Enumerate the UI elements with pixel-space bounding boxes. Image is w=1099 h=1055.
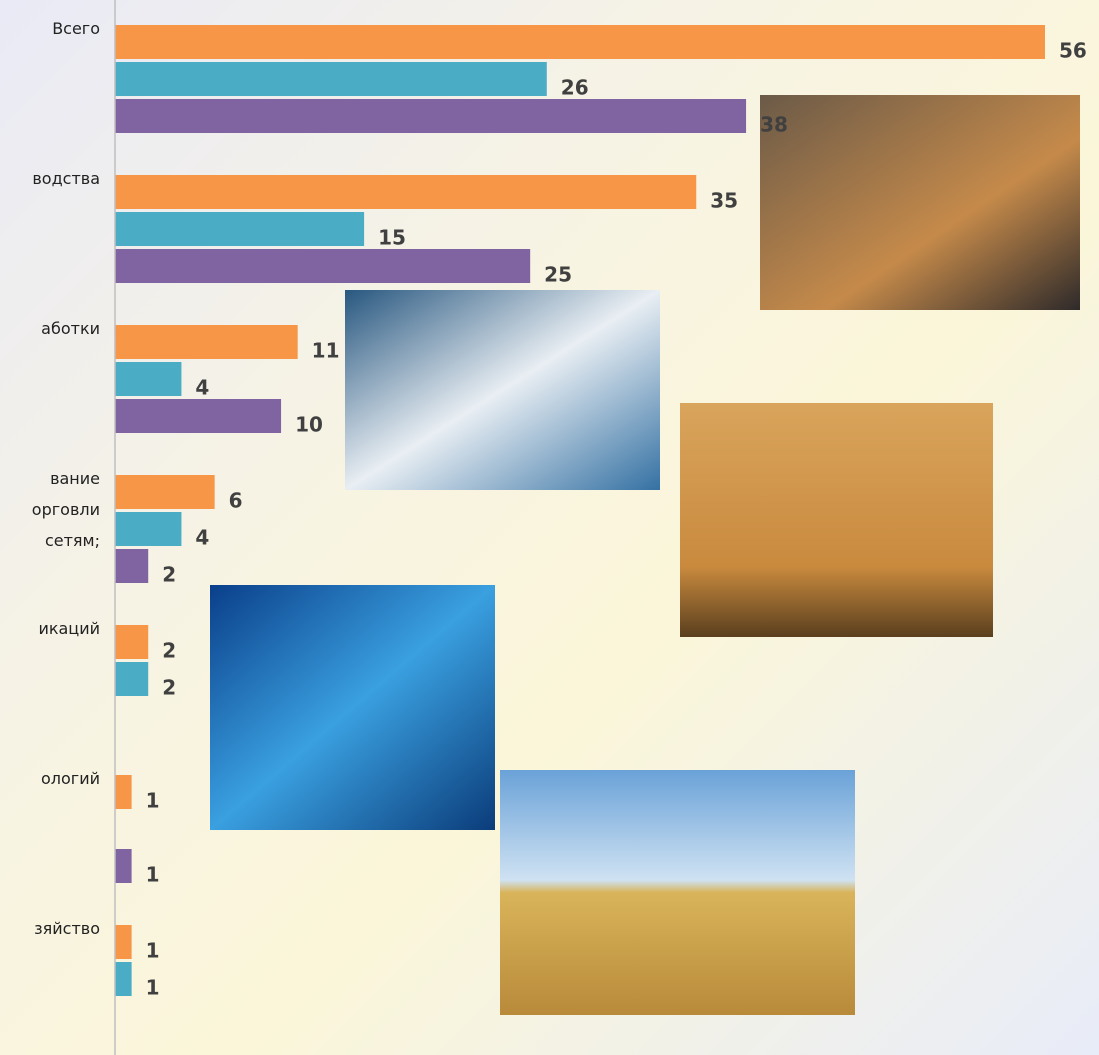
value-label: 35 [710,189,738,213]
value-label: 1 [146,976,160,1000]
value-label: 26 [561,76,589,100]
category-label: икаций [38,613,100,644]
bar [115,549,148,583]
bar [115,62,547,96]
category-label: водства [32,163,100,194]
value-label: 15 [378,226,406,250]
bar [115,775,132,809]
bar [115,475,215,509]
value-label: 4 [195,376,209,400]
bar [115,249,530,283]
photo-industry [760,95,1080,310]
value-label: 10 [295,413,323,437]
bar [115,662,148,696]
bar [115,625,148,659]
photo-field [500,770,855,1015]
category-label: вание орговли сетям; [32,463,100,556]
bar [115,212,364,246]
category-label: ологий [41,763,100,794]
value-label: 6 [229,489,243,513]
bar [115,362,181,396]
bar [115,925,132,959]
category-label: Всего [52,13,100,44]
photo-power-lines [680,403,993,637]
value-label: 1 [146,789,160,813]
bar [115,325,298,359]
value-label: 25 [544,263,572,287]
bar [115,399,281,433]
chart: 56351162112615442138251021 [0,0,1099,1055]
photo-globe [210,585,495,830]
value-label: 2 [162,639,176,663]
photo-lab [345,290,660,490]
value-label: 2 [162,676,176,700]
bar [115,99,746,133]
value-label: 38 [760,113,788,137]
value-label: 1 [146,863,160,887]
value-label: 11 [312,339,340,363]
bar [115,849,132,883]
bar [115,25,1045,59]
bar [115,512,181,546]
value-label: 4 [195,526,209,550]
value-label: 2 [162,563,176,587]
bar [115,175,696,209]
value-label: 1 [146,939,160,963]
category-label: аботки [41,313,100,344]
bar [115,962,132,996]
category-label: зяйство [34,913,100,944]
page: {"chart_data": {"type": "bar", "orientat… [0,0,1099,1055]
value-label: 56 [1059,39,1087,63]
